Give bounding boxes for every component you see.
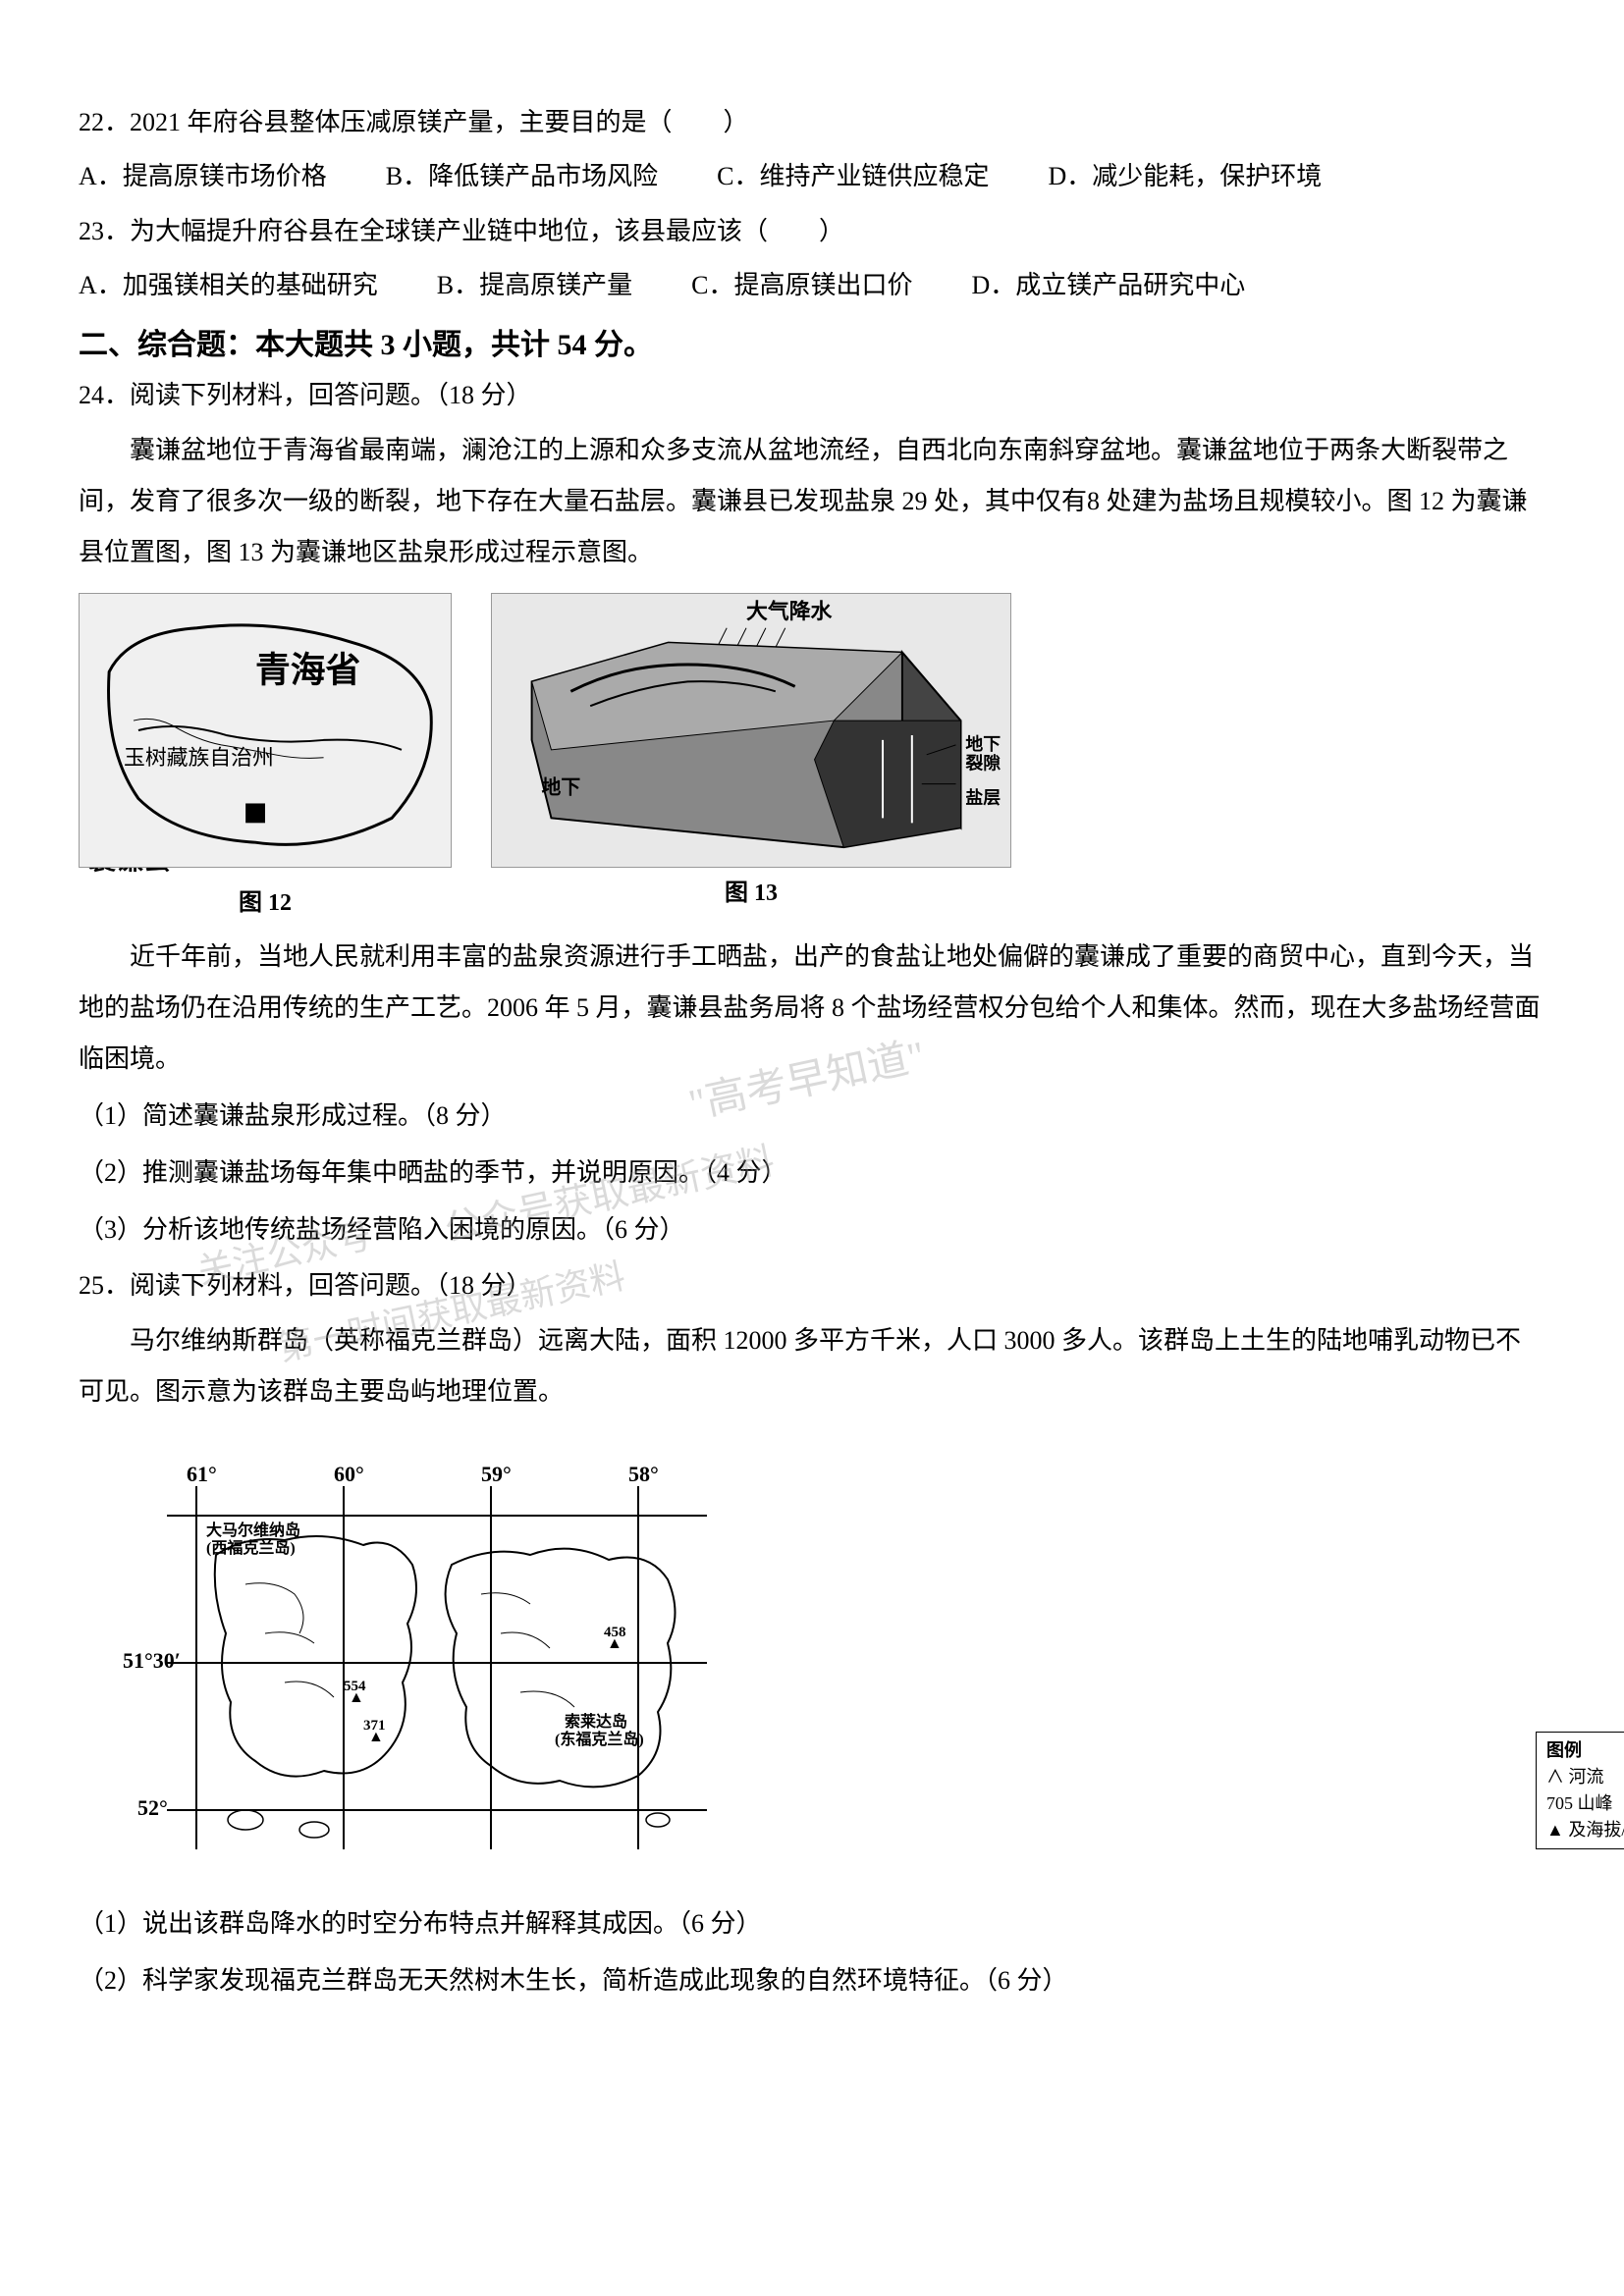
q23-opt-d: D．成立镁产品研究中心 — [971, 261, 1245, 309]
q24-sub2: （2）推测囊谦盐场每年集中晒盐的季节，并说明原因。（4 分） — [79, 1148, 1545, 1199]
q22-opt-c: C．维持产业链供应稳定 — [717, 152, 989, 200]
q25-map: 61° 60° 59° 58° 51°30′ 52° 大马尔维纳岛 (西福克兰岛… — [118, 1437, 1545, 1879]
svg-text:(西福克兰岛): (西福克兰岛) — [206, 1538, 296, 1557]
fig13-crack-label1: 地下 — [965, 733, 1001, 754]
svg-text:51°30′: 51°30′ — [123, 1648, 181, 1673]
q25-header: 25．阅读下列材料，回答问题。（18 分） — [79, 1261, 1545, 1309]
q23-text: 23．为大幅提升府谷县在全球镁产业链中地位，该县最应该（ ） — [79, 207, 1545, 255]
q24-sub1: （1）简述囊谦盐泉形成过程。（8 分） — [79, 1091, 1545, 1142]
svg-text:大马尔维纳岛: 大马尔维纳岛 — [206, 1521, 300, 1539]
legend-title: 图例 — [1546, 1737, 1624, 1764]
svg-text:554: 554 — [344, 1679, 366, 1694]
q22-opt-a: A．提高原镁市场价格 — [79, 152, 327, 200]
svg-text:(东福克兰岛): (东福克兰岛) — [555, 1730, 644, 1748]
q25-sub1: （1）说出该群岛降水的时空分布特点并解释其成因。（6 分） — [79, 1898, 1545, 1949]
svg-text:59°: 59° — [481, 1462, 512, 1486]
figures-12-13: 青海省 玉树藏族自治州 囊谦县 图 12 大气降水 — [79, 593, 1545, 917]
q25-para1: 马尔维纳斯群岛（英称福克兰群岛）远离大陆，面积 12000 多平方千米，人口 3… — [79, 1315, 1545, 1417]
legend-peak2: ▲ 及海拔/m — [1546, 1817, 1624, 1843]
fig13-salt-label: 盐层 — [965, 786, 1001, 807]
q24-header: 24．阅读下列材料，回答问题。（18 分） — [79, 371, 1545, 419]
svg-text:60°: 60° — [334, 1462, 364, 1486]
q23-opt-b: B．提高原镁产量 — [437, 261, 632, 309]
q23-opt-a: A．加强镁相关的基础研究 — [79, 261, 378, 309]
legend-river: ∧ 河流 — [1546, 1764, 1624, 1790]
svg-text:371: 371 — [363, 1718, 386, 1734]
fig12-label: 图 12 — [79, 882, 452, 917]
q24-para1: 囊谦盆地位于青海省最南端，澜沧江的上源和众多支流从盆地流经，自西北向东南斜穿盆地… — [79, 425, 1545, 578]
svg-text:458: 458 — [604, 1625, 626, 1640]
q22-options: A．提高原镁市场价格 B．降低镁产品市场风险 C．维持产业链供应稳定 D．减少能… — [79, 152, 1545, 200]
fig13-label: 图 13 — [491, 873, 1011, 907]
q22-opt-b: B．降低镁产品市场风险 — [386, 152, 658, 200]
svg-text:索莱达岛: 索莱达岛 — [565, 1712, 627, 1731]
q24-para2: 近千年前，当地人民就利用丰富的盐泉资源进行手工晒盐，出产的食盐让地处偏僻的囊谦成… — [79, 932, 1545, 1085]
fig12-yushu-label: 玉树藏族自治州 — [124, 746, 274, 770]
q25-sub2: （2）科学家发现福克兰群岛无天然树木生长，简析造成此现象的自然环境特征。（6 分… — [79, 1955, 1545, 2006]
q25-map-image: 61° 60° 59° 58° 51°30′ 52° 大马尔维纳岛 (西福克兰岛… — [118, 1437, 756, 1879]
svg-text:52°: 52° — [137, 1795, 168, 1820]
legend-peak: 705 山峰 — [1546, 1790, 1624, 1817]
fig13-rain-label: 大气降水 — [746, 599, 832, 623]
q24-sub3: （3）分析该地传统盐场经营陷入困境的原因。（6 分） — [79, 1204, 1545, 1255]
q22-text: 22．2021 年府谷县整体压减原镁产量，主要目的是（ ） — [79, 98, 1545, 146]
svg-text:58°: 58° — [628, 1462, 659, 1486]
fig13-image: 大气降水 地下 地下 裂隙 盐层 — [491, 593, 1011, 868]
q23-number: 23 — [79, 217, 104, 245]
q25-legend: 图例 ∧ 河流 705 山峰 ▲ 及海拔/m — [1536, 1732, 1624, 1849]
q22-opt-d: D．减少能耗，保护环境 — [1048, 152, 1322, 200]
svg-text:61°: 61° — [187, 1462, 217, 1486]
fig12-qinghai-label: 青海省 — [255, 650, 360, 689]
q22-number: 22 — [79, 108, 104, 136]
fig12-image: 青海省 玉树藏族自治州 — [79, 593, 452, 868]
section2-title: 二、综合题：本大题共 3 小题，共计 54 分。 — [79, 320, 1545, 363]
fig13-crack-label2: 裂隙 — [965, 753, 1001, 774]
fig13-underground-label: 地下 — [542, 775, 581, 798]
q23-opt-c: C．提高原镁出口价 — [691, 261, 912, 309]
q23-options: A．加强镁相关的基础研究 B．提高原镁产量 C．提高原镁出口价 D．成立镁产品研… — [79, 261, 1545, 309]
